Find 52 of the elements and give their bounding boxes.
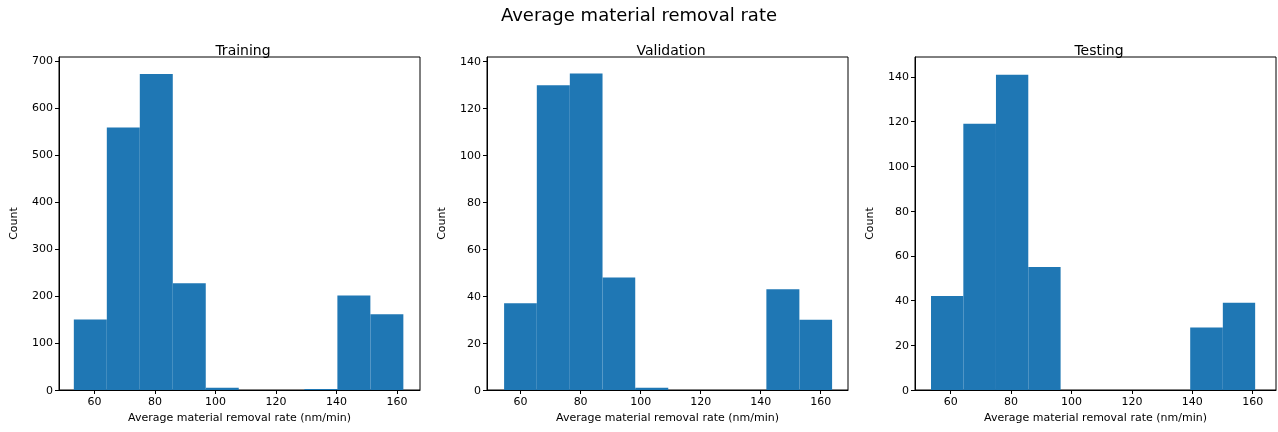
x-tick-label: 60 <box>513 395 528 408</box>
x-axis-title: Average material removal rate (nm/min) <box>556 411 779 424</box>
x-tick-label: 100 <box>630 395 652 408</box>
y-tick-label: 100 <box>888 159 909 173</box>
y-tick-label: 40 <box>895 294 909 308</box>
x-tick-label: 120 <box>1121 395 1143 408</box>
y-tick-label: 0 <box>46 383 53 397</box>
y-tick-label: 80 <box>895 204 909 218</box>
x-tick-label: 140 <box>325 395 347 408</box>
x-tick-label: 140 <box>750 395 772 408</box>
chart-title: Validation <box>636 42 706 58</box>
text: Average material removal rate <box>499 4 779 25</box>
y-axis-title: Count <box>435 206 448 240</box>
y-tick-label: 700 <box>32 54 53 68</box>
x-tick-label: 100 <box>1060 395 1082 408</box>
x-tick-label: 160 <box>810 395 832 408</box>
x-tick-label: 80 <box>573 395 588 408</box>
x-tick-label: 160 <box>386 395 408 408</box>
x-tick-label: 120 <box>690 395 712 408</box>
y-tick-label: 0 <box>902 383 909 397</box>
y-tick-label: 100 <box>32 336 53 350</box>
chart-title: Testing <box>1073 42 1124 58</box>
y-tick-label: 500 <box>32 148 53 162</box>
x-tick-label: 80 <box>1004 395 1019 408</box>
x-tick-label: 140 <box>1181 395 1203 408</box>
y-tick-label: 20 <box>467 336 481 350</box>
y-tick-label: 40 <box>467 289 481 303</box>
x-tick-label: 60 <box>943 395 958 408</box>
y-tick-label: 200 <box>32 289 53 303</box>
y-tick-label: 140 <box>460 55 481 69</box>
y-tick-label: 0 <box>474 383 481 397</box>
y-axis-title: Count <box>7 206 20 240</box>
y-axis-title: Count <box>863 206 876 240</box>
y-tick-label: 140 <box>888 70 909 84</box>
x-tick-label: 80 <box>147 395 162 408</box>
x-tick-label: 120 <box>265 395 287 408</box>
chart-title: Training <box>214 42 271 58</box>
y-tick-label: 600 <box>32 101 53 115</box>
y-tick-label: 400 <box>32 195 53 209</box>
x-tick-label: 100 <box>204 395 226 408</box>
y-tick-label: 80 <box>467 195 481 209</box>
y-tick-label: 60 <box>895 249 909 263</box>
x-axis-title: Average material removal rate (nm/min) <box>128 411 351 424</box>
y-tick-label: 120 <box>888 115 909 129</box>
x-tick-label: 60 <box>87 395 102 408</box>
y-tick-label: 100 <box>460 148 481 162</box>
x-tick-label: 160 <box>1242 395 1264 408</box>
y-tick-label: 20 <box>895 338 909 352</box>
y-tick-label: 120 <box>460 102 481 116</box>
y-tick-label: 300 <box>32 242 53 256</box>
y-tick-label: 60 <box>467 242 481 256</box>
x-axis-title: Average material removal rate (nm/min) <box>984 411 1207 424</box>
